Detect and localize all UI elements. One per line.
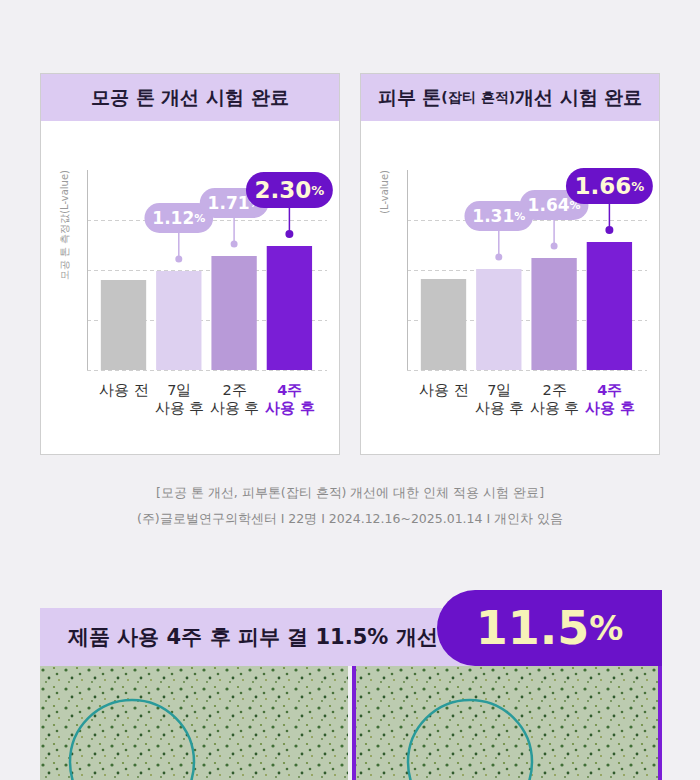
svg-text:(L-value): (L-value) — [379, 170, 390, 214]
html-text:피부 톤(잡티 흔적)개선 시험 완료: 피부 톤(잡티 흔적)개선 시험 완료 — [377, 85, 643, 108]
html-text:제품 사용 4주 후 피부 결 11.5% 개선: 제품 사용 4주 후 피부 결 11.5% 개선 — [68, 625, 438, 649]
html-text:11.5%: 11.5% — [475, 601, 624, 655]
html-text:1.71: 1.71 — [207, 193, 250, 213]
svg-text:1.31%: 1.31% — [472, 206, 525, 226]
svg-text:2주사용 후: 2주사용 후 — [210, 382, 260, 416]
svg-text:2.30%: 2.30% — [255, 177, 325, 203]
svg-text:사용 전: 사용 전 — [99, 382, 149, 398]
svg-text:사용 전: 사용 전 — [419, 382, 469, 398]
svg-text:7일사용 후: 7일사용 후 — [154, 382, 204, 416]
svg-text:4주사용 후: 4주사용 후 — [585, 382, 635, 416]
svg-text:1.64%: 1.64% — [527, 195, 581, 215]
html-text:모공 톤 개선 시험 완료: 모공 톤 개선 시험 완료 — [91, 85, 289, 108]
svg-text:2주사용 후: 2주사용 후 — [530, 382, 580, 416]
html-text:[모공 톤 개선, 피부톤(잡티 흔적) 개선에 대한 인체: [모공 톤 개선, 피부톤(잡티 흔적) 개선에 대한 인체 적용 시험 완료] — [155, 485, 545, 500]
svg-text:1.12%: 1.12% — [152, 208, 205, 228]
svg-text:모공 톤 측정값(L-value): 모공 톤 측정값(L-value) — [59, 170, 70, 280]
html-text:(주)글로벌연구의학센터 I 22명 I 2024.12.1: (주)글로벌연구의학센터 I 22명 I 2024.12.16~2025.01.… — [136, 511, 564, 526]
svg-text:1.66%: 1.66% — [575, 173, 645, 199]
svg-text:4주사용 후: 4주사용 후 — [265, 382, 315, 416]
svg-text:7일사용 후: 7일사용 후 — [474, 382, 524, 416]
